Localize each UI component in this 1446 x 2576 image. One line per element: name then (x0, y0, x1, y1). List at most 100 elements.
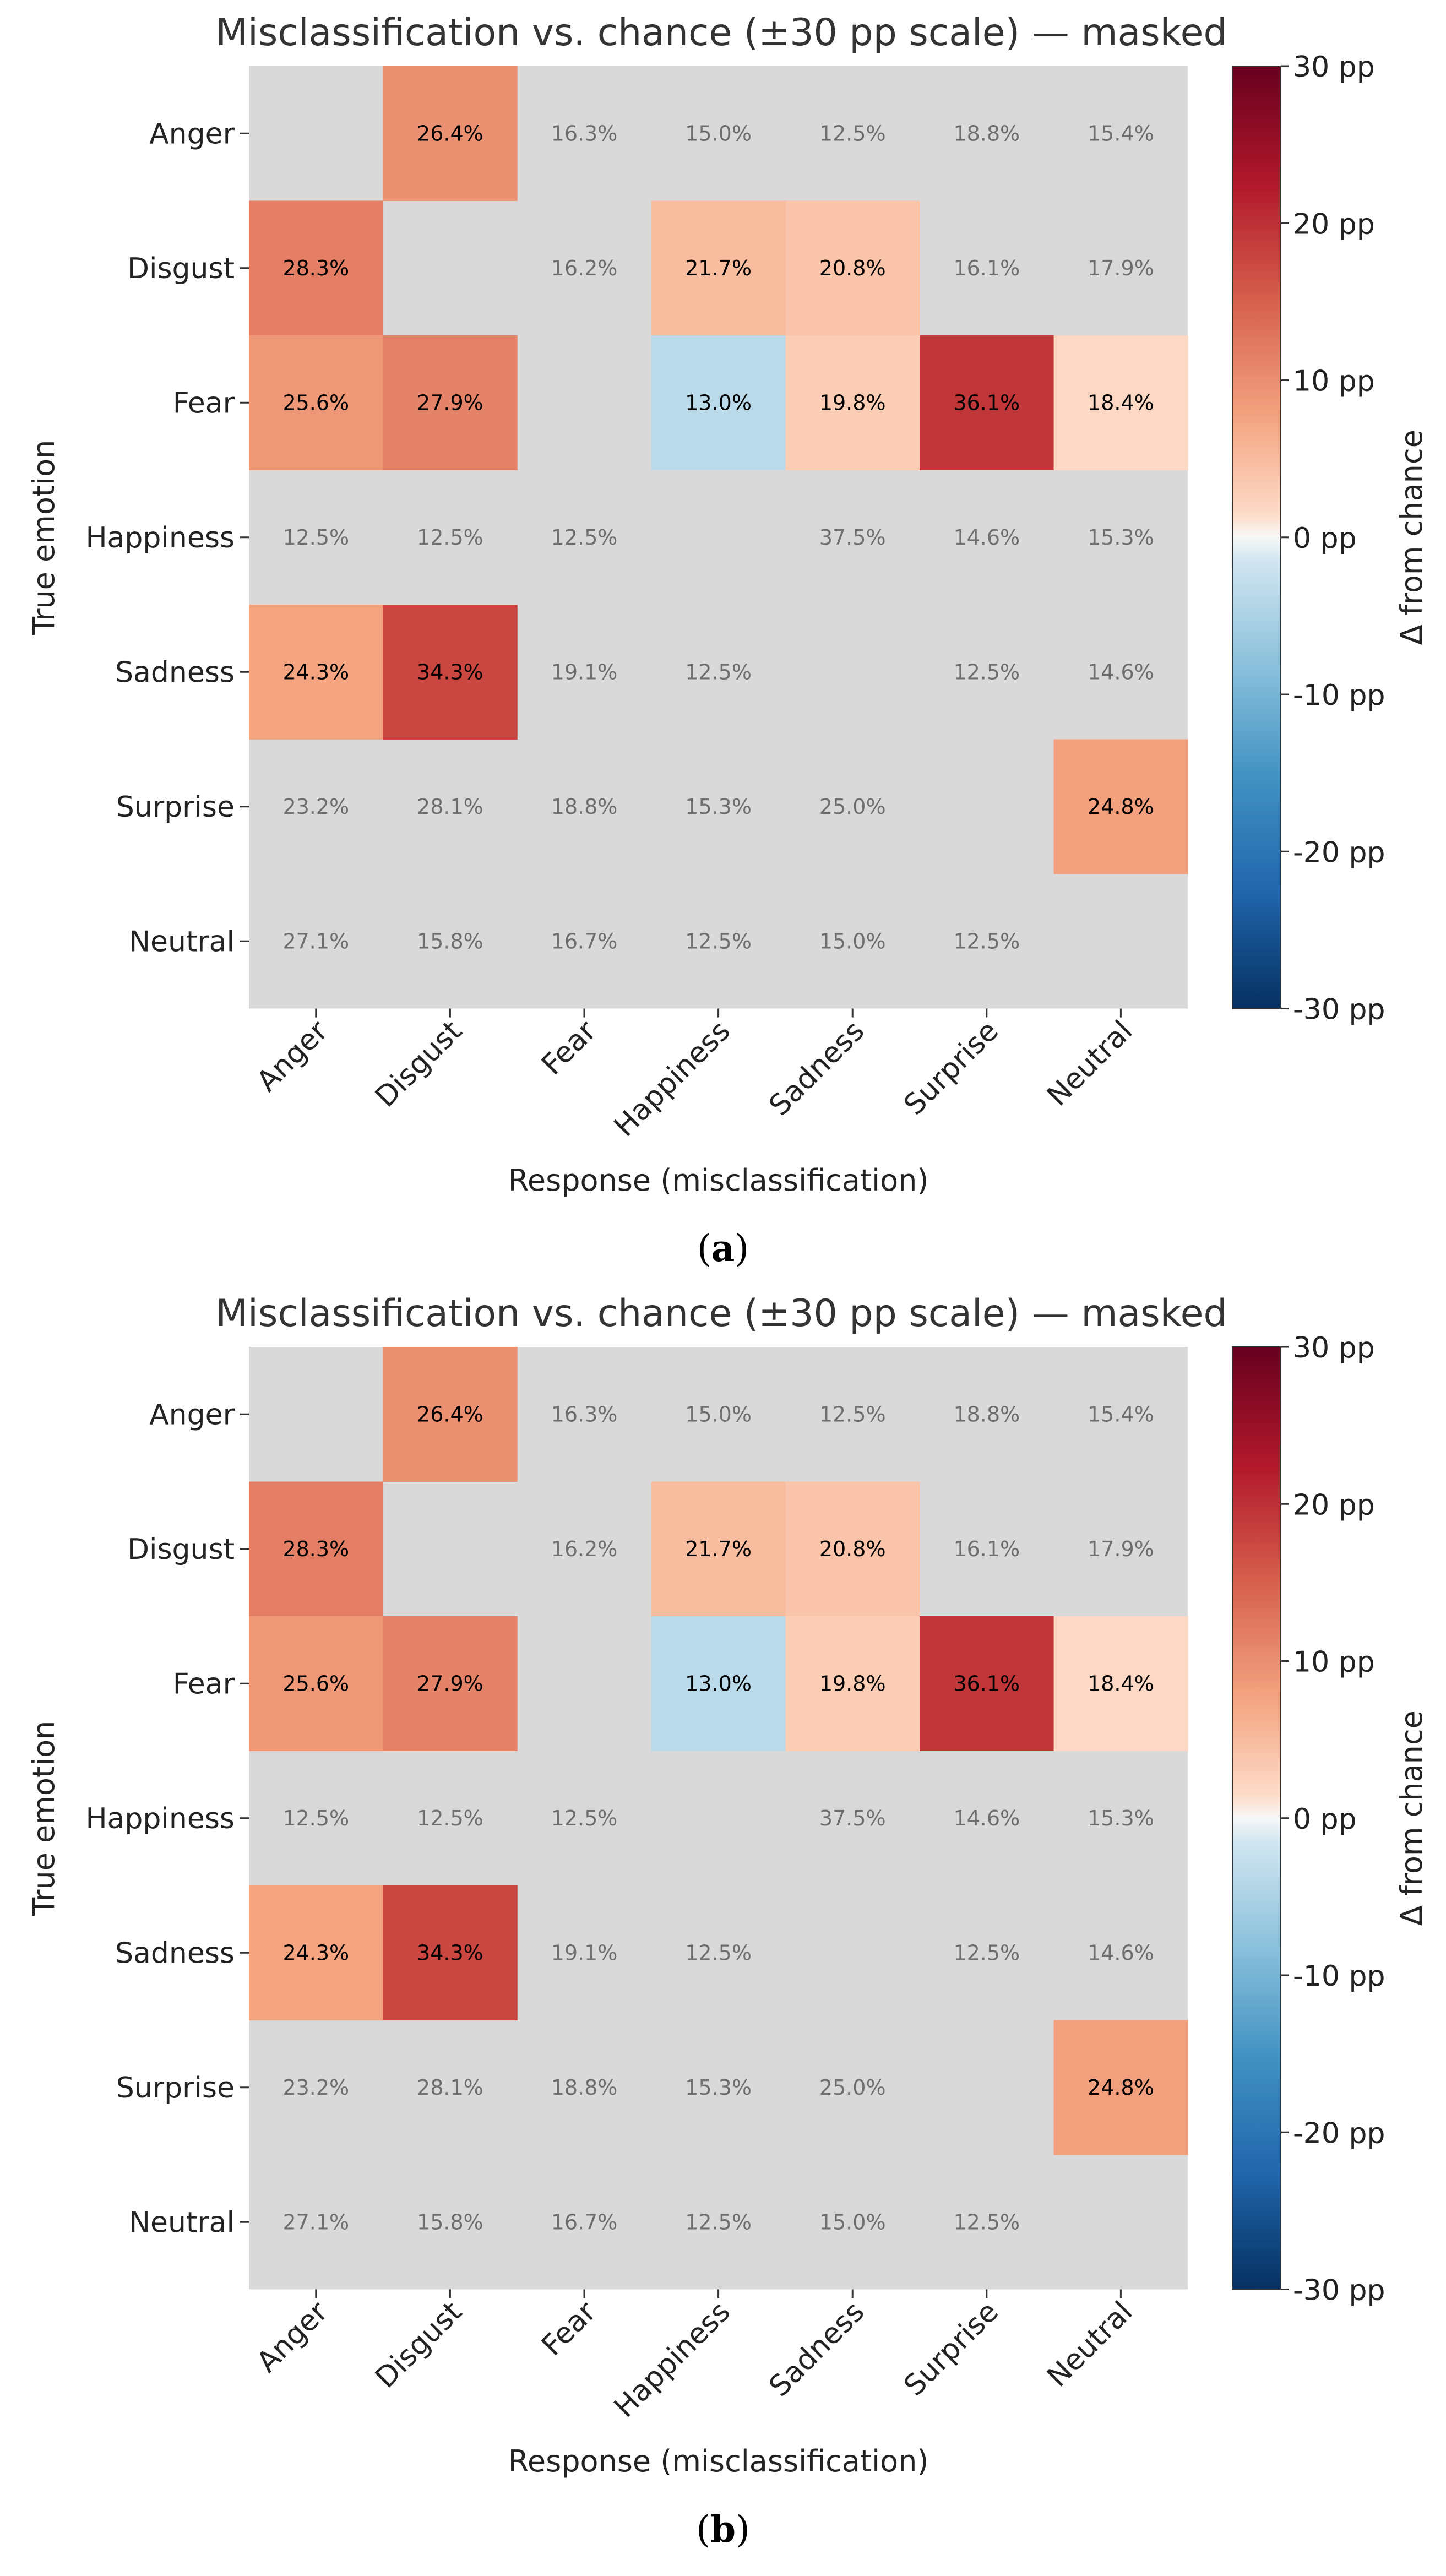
cell-value-label: 14.6% (953, 525, 1020, 550)
heatmap-chart-a: Misclassification vs. chance (±30 pp sca… (26, 11, 1429, 1270)
cell-value-label: 18.8% (551, 795, 618, 819)
figure-panel-a: Misclassification vs. chance (±30 pp sca… (26, 11, 1429, 1270)
x-tick-label: Neutral (1041, 1014, 1139, 1112)
cell-value-label: 12.5% (953, 660, 1020, 684)
y-tick-label: Surprise (116, 791, 235, 824)
cell-value-label: 26.4% (417, 1402, 483, 1426)
cell-value-label: 16.2% (551, 1537, 618, 1561)
cell-value-label: 27.9% (417, 390, 483, 415)
colorbar-tick-label: -10 pp (1293, 1960, 1385, 1993)
figure-panel-b: Misclassification vs. chance (±30 pp sca… (0, 1281, 1446, 2569)
heatmap-cell (785, 200, 920, 336)
cell-value-label: 16.7% (551, 929, 618, 953)
y-tick-label: Happiness (85, 521, 235, 555)
cell-value-label: 12.5% (551, 1806, 618, 1830)
cell-value-label: 37.5% (819, 1806, 886, 1830)
y-tick-label: Fear (173, 1667, 235, 1700)
cell-value-label: 12.5% (417, 525, 483, 550)
cell-value-label: 20.8% (819, 1537, 886, 1561)
heatmap-cell (1053, 335, 1188, 470)
colorbar-tick-label: -20 pp (1293, 2117, 1385, 2150)
panel-caption: (b) (696, 2508, 750, 2551)
cell-value-label: 25.6% (282, 1671, 349, 1695)
y-axis-label: True emotion (26, 440, 61, 635)
cell-value-label: 15.0% (685, 1402, 752, 1426)
heatmap-cell (249, 1481, 384, 1617)
cell-value-label: 14.6% (1088, 1941, 1154, 1965)
cell-value-label: 15.3% (1088, 1806, 1154, 1830)
heatmap-cell (249, 1885, 384, 2020)
x-tick-label: Surprise (898, 2295, 1005, 2403)
cell-value-label: 23.2% (282, 795, 349, 819)
cell-value-label: 15.8% (417, 929, 483, 953)
x-tick-label: Disgust (369, 2295, 468, 2394)
cell-value-label: 12.5% (685, 1941, 752, 1965)
x-tick-label: Anger (251, 2295, 334, 2379)
cell-value-label: 24.8% (1088, 795, 1154, 819)
x-tick-label: Surprise (898, 1014, 1005, 1122)
cell-value-label: 15.3% (685, 795, 752, 819)
cell-value-label: 34.3% (417, 660, 483, 684)
heatmap-cell (1053, 1616, 1188, 1751)
colorbar-label: Δ from chance (1394, 430, 1429, 645)
cell-value-label: 25.6% (282, 390, 349, 415)
heatmap-cell (785, 1481, 920, 1617)
heatmap-cell (1053, 739, 1188, 874)
heatmap-cell (249, 1616, 384, 1751)
colorbar-tick-label: 30 pp (1293, 51, 1375, 84)
colorbar-tick-label: 0 pp (1293, 522, 1357, 555)
colorbar-tick-label: 10 pp (1293, 1646, 1375, 1679)
heatmap-cell (785, 335, 920, 470)
cell-value-label: 15.0% (819, 929, 886, 953)
cell-value-label: 25.0% (819, 2075, 886, 2100)
cell-value-label: 23.2% (282, 2075, 349, 2100)
y-tick-label: Happiness (85, 1802, 235, 1835)
y-tick-label: Sadness (115, 656, 235, 689)
cell-value-label: 15.0% (685, 121, 752, 145)
cell-value-label: 15.0% (819, 2210, 886, 2234)
heatmap-cell (920, 335, 1054, 470)
cell-value-label: 15.8% (417, 2210, 483, 2234)
y-tick-label: Sadness (115, 1937, 235, 1970)
cell-value-label: 12.5% (282, 525, 349, 550)
cell-value-label: 16.3% (551, 121, 618, 145)
cell-value-label: 18.4% (1088, 1671, 1154, 1695)
panel-caption: (a) (697, 1227, 749, 1270)
chart-title: Misclassification vs. chance (±30 pp sca… (215, 1292, 1227, 1335)
y-tick-label: Anger (149, 117, 235, 150)
cell-value-label: 18.8% (953, 121, 1020, 145)
heatmap-cell (785, 1616, 920, 1751)
colorbar-tick-label: 20 pp (1293, 208, 1375, 241)
colorbar-label: Δ from chance (1394, 1710, 1429, 1926)
x-tick-label: Sadness (763, 1014, 871, 1122)
cell-value-label: 20.8% (819, 256, 886, 280)
x-tick-label: Anger (251, 1014, 334, 1098)
colorbar-tick-label: 10 pp (1293, 365, 1375, 398)
cell-value-label: 28.1% (417, 795, 483, 819)
colorbar-tick-label: -30 pp (1293, 993, 1385, 1026)
cell-value-label: 34.3% (417, 1941, 483, 1965)
colorbar-tick-label: 20 pp (1293, 1488, 1375, 1521)
colorbar-tick-label: 30 pp (1293, 1332, 1375, 1365)
cell-value-label: 16.7% (551, 2210, 618, 2234)
heatmap-cell (383, 335, 518, 470)
cell-value-label: 18.4% (1088, 390, 1154, 415)
cell-value-label: 24.3% (282, 1941, 349, 1965)
cell-value-label: 24.8% (1088, 2075, 1154, 2100)
cell-value-label: 15.3% (685, 2075, 752, 2100)
cell-value-label: 14.6% (953, 1806, 1020, 1830)
cell-value-label: 12.5% (551, 525, 618, 550)
x-tick-label: Happiness (608, 2295, 737, 2424)
cell-value-label: 12.5% (953, 2210, 1020, 2234)
cell-value-label: 36.1% (953, 390, 1020, 415)
y-tick-label: Disgust (127, 252, 235, 285)
cell-value-label: 19.1% (551, 660, 618, 684)
cell-value-label: 12.5% (685, 660, 752, 684)
heatmap-cell (651, 200, 786, 336)
cell-value-label: 16.1% (953, 1537, 1020, 1561)
heatmap-cell (383, 1616, 518, 1751)
x-tick-label: Sadness (763, 2295, 871, 2403)
cell-value-label: 19.8% (819, 390, 886, 415)
cell-value-label: 12.5% (417, 1806, 483, 1830)
x-tick-label: Happiness (608, 1014, 737, 1143)
